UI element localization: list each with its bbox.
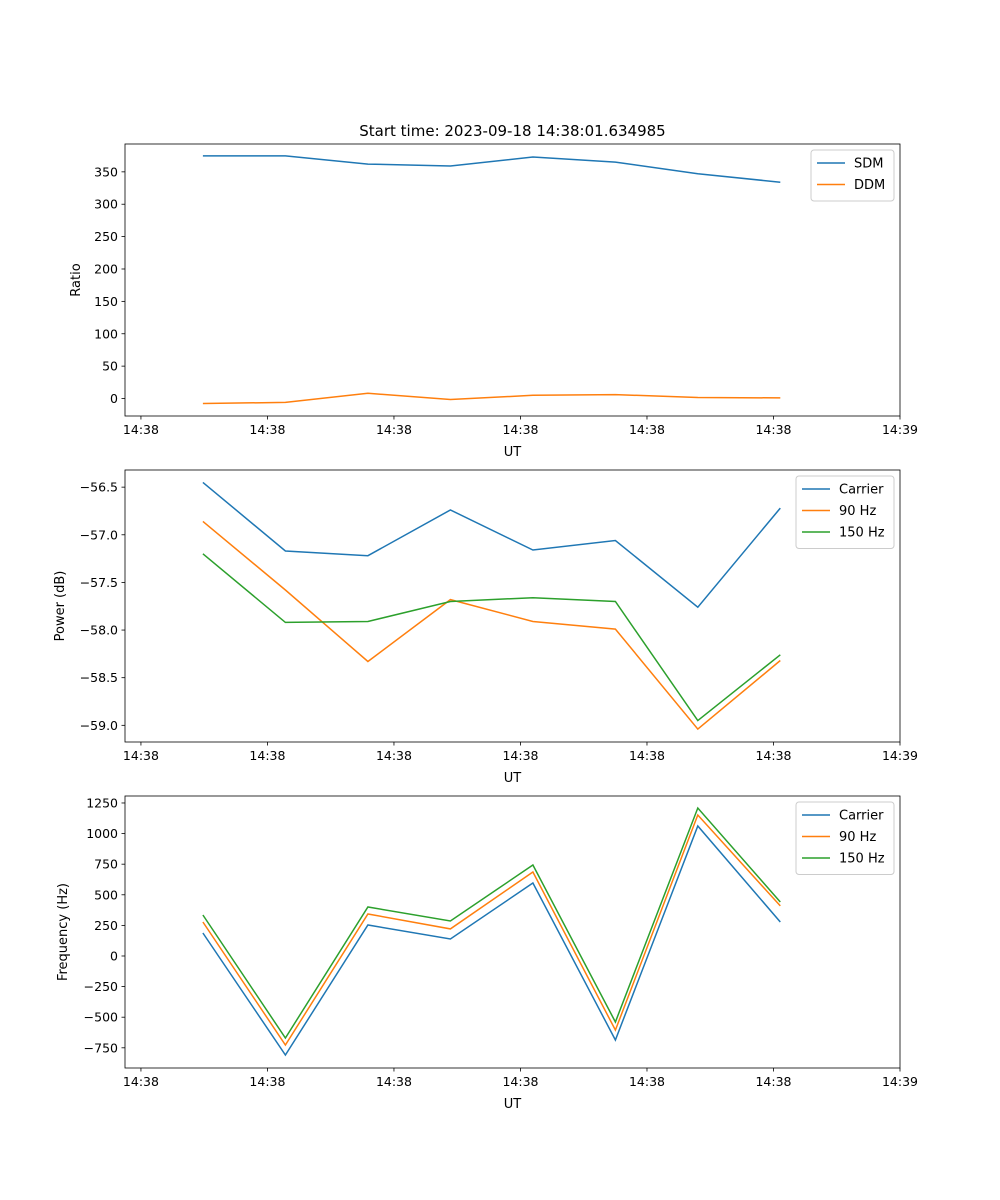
x-tick-label: 14:38 [629, 748, 665, 763]
x-tick-label: 14:38 [249, 1074, 285, 1089]
y-tick-label: −59.0 [80, 718, 118, 733]
x-tick-label: 14:38 [755, 1074, 791, 1089]
y-tick-label: 0 [110, 948, 118, 963]
series-line-sdm [202, 155, 781, 183]
x-tick-label: 14:38 [629, 422, 665, 437]
legend-label: 150 Hz [839, 852, 885, 867]
y-tick-label: 750 [94, 857, 118, 872]
legend-label: Carrier [839, 483, 884, 498]
subplot-3: 14:38 14:38 14:38 14:38 14:38 14:38 14:39 −750 −… [56, 795, 918, 1112]
x-tick-label: 14:38 [629, 1074, 665, 1089]
y-axis-label: Power (dB) [53, 571, 68, 642]
x-tick-label: 14:38 [123, 1074, 159, 1089]
y-tick-label: 1250 [86, 795, 118, 810]
x-tick-label: 14:38 [123, 748, 159, 763]
x-tick-label: 14:38 [249, 748, 285, 763]
y-tick-label: 350 [94, 164, 118, 179]
axes-frame [124, 469, 901, 743]
x-tick-label: 14:38 [502, 748, 538, 763]
legend-label: 90 Hz [839, 830, 876, 845]
subplot-2: 14:38 14:38 14:38 14:38 14:38 14:38 14:39 −59.0… [53, 469, 918, 786]
y-tick-label: −57.0 [80, 527, 118, 542]
chart-title: Start time: 2023-09-18 14:38:01.634985 [359, 122, 665, 140]
y-tick-label: 0 [110, 391, 118, 406]
y-axis-label: Frequency (Hz) [56, 883, 71, 981]
x-axis-label: UT [504, 445, 522, 460]
y-tick-label: 250 [94, 229, 118, 244]
y-tick-label: −250 [84, 979, 118, 994]
x-tick-label: 14:38 [755, 422, 791, 437]
y-axis-label: Ratio [69, 263, 84, 296]
y-tick-label: 150 [94, 294, 118, 309]
legend: Carrier 90 Hz 150 Hz [795, 801, 895, 875]
legend: SDM DDM [810, 149, 895, 202]
y-tick-label: 250 [94, 918, 118, 933]
y-tick-label: 300 [94, 197, 118, 212]
y-tick-label: −750 [84, 1040, 118, 1055]
legend: Carrier 90 Hz 150 Hz [795, 475, 895, 549]
axes-frame [124, 795, 901, 1069]
y-tick-label: −500 [84, 1010, 118, 1025]
x-tick-label: 14:38 [755, 748, 791, 763]
series-line-carrier [202, 481, 781, 609]
x-tick-label: 14:39 [882, 1074, 918, 1089]
x-tick-label: 14:38 [376, 422, 412, 437]
x-tick-label: 14:38 [123, 422, 159, 437]
legend-label: 90 Hz [839, 504, 876, 519]
x-tick-label: 14:39 [882, 748, 918, 763]
y-tick-label: −58.5 [80, 670, 118, 685]
y-tick-label: −58.0 [80, 623, 118, 638]
x-tick-label: 14:38 [502, 422, 538, 437]
legend-label: DDM [854, 178, 885, 193]
series-line-ddm [202, 392, 781, 405]
legend-label: Carrier [839, 809, 884, 824]
series-line-90-hz [202, 813, 781, 1047]
y-tick-label: 200 [94, 261, 118, 276]
x-tick-label: 14:38 [376, 1074, 412, 1089]
x-axis-label: UT [504, 771, 522, 786]
legend-box [795, 475, 895, 549]
series-line-150-hz [202, 553, 781, 722]
y-tick-label: 500 [94, 887, 118, 902]
y-tick-label: 1000 [86, 826, 118, 841]
x-tick-label: 14:38 [376, 748, 412, 763]
series-line-150-hz [202, 806, 781, 1040]
series-line-90-hz [202, 520, 781, 731]
legend-box [795, 801, 895, 875]
x-tick-label: 14:38 [249, 422, 285, 437]
legend-label: 150 Hz [839, 526, 885, 541]
legend-label: SDM [854, 157, 883, 172]
y-tick-label: 100 [94, 326, 118, 341]
x-axis-label: UT [504, 1097, 522, 1112]
x-tick-label: 14:38 [502, 1074, 538, 1089]
x-tick-label: 14:39 [882, 422, 918, 437]
y-tick-label: −56.5 [80, 480, 118, 495]
y-tick-label: 50 [102, 359, 118, 374]
subplot-1: 14:38 14:38 14:38 14:38 14:38 14:38 14:39 0 50 10… [69, 143, 918, 460]
y-tick-label: −57.5 [80, 575, 118, 590]
axes-frame [124, 143, 901, 417]
series-line-carrier [202, 824, 781, 1057]
